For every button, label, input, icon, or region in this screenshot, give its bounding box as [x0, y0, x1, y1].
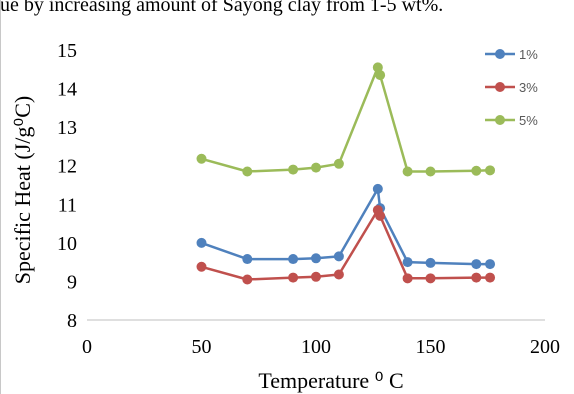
data-point — [402, 166, 413, 177]
y-axis-title: Specific Heat (J/g⁰C) — [10, 96, 35, 284]
y-tick-label: 12 — [57, 156, 77, 178]
data-point — [196, 261, 207, 272]
legend-swatch-marker — [495, 82, 505, 92]
data-point — [485, 272, 496, 283]
legend-label: 1% — [519, 47, 538, 62]
series-1 — [196, 183, 496, 270]
caption-line: ue by increasing amount of Sayong clay f… — [0, 0, 444, 16]
y-tick-label: 14 — [57, 79, 77, 101]
data-point — [333, 269, 344, 280]
data-point — [242, 274, 253, 285]
series-line — [201, 187, 490, 266]
y-tick-label: 13 — [57, 117, 77, 139]
data-point — [402, 257, 413, 268]
data-point — [242, 254, 253, 265]
x-tick-label: 0 — [82, 336, 92, 358]
data-point — [471, 259, 482, 270]
data-point — [311, 162, 321, 173]
x-tick-labels: 0 50 100 150 200 — [82, 336, 560, 358]
data-point — [288, 272, 299, 283]
legend-label: 5% — [519, 113, 538, 128]
data-point — [196, 237, 207, 248]
y-tick-label: 11 — [58, 194, 77, 216]
data-point — [333, 158, 344, 169]
series-line — [201, 66, 491, 173]
x-tick-label: 100 — [301, 336, 331, 358]
data-point — [471, 272, 482, 283]
data-point — [196, 153, 207, 164]
y-tick-label: 8 — [67, 310, 77, 332]
data-point — [242, 166, 253, 177]
y-tick-label: 15 — [57, 40, 77, 62]
x-tick-label: 50 — [192, 336, 212, 358]
data-point — [425, 273, 436, 284]
y-tick-labels: 8 9 10 11 12 13 14 15 — [57, 40, 77, 332]
data-point — [372, 62, 383, 73]
legend-swatch-marker — [495, 115, 505, 125]
data-point — [425, 166, 436, 177]
data-point — [425, 257, 436, 268]
data-point — [311, 271, 321, 282]
x-tick-label: 200 — [530, 336, 560, 358]
data-point — [288, 254, 299, 265]
legend-item: 1% — [485, 47, 538, 62]
legend-swatch-marker — [495, 49, 505, 59]
data-point — [288, 164, 299, 175]
data-point — [471, 165, 482, 176]
frame-border — [0, 0, 1, 394]
data-point — [485, 259, 496, 270]
x-tick-label: 150 — [416, 336, 446, 358]
legend-item: 3% — [485, 80, 538, 95]
series-3 — [196, 62, 496, 177]
legend-item: 5% — [485, 113, 538, 128]
legend: 1% 3% 5% — [485, 47, 538, 128]
data-point — [375, 210, 386, 221]
data-point — [375, 70, 386, 81]
x-axis-title: Temperature ⁰ C — [258, 368, 403, 393]
data-point — [372, 183, 383, 194]
data-point — [402, 273, 413, 284]
data-point — [311, 253, 321, 264]
y-tick-label: 10 — [57, 233, 77, 255]
series-2 — [196, 205, 496, 285]
legend-label: 3% — [519, 80, 538, 95]
data-point — [485, 165, 496, 176]
y-tick-label: 9 — [67, 271, 77, 293]
data-point — [333, 251, 344, 262]
series-layer — [196, 62, 496, 285]
